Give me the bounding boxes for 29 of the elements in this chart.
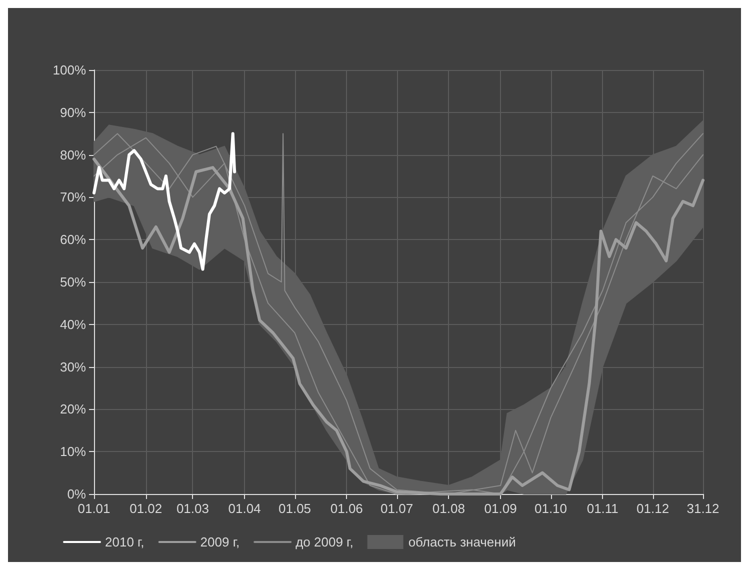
x-tick-label: 01.11 [586,501,618,516]
y-tick-label: 70% [60,190,86,205]
legend-label: 2010 г, [105,534,144,550]
y-tick-label: 40% [60,316,86,332]
y-tick-label: 90% [60,104,86,120]
legend-label: 2009 г, [200,534,240,550]
x-tick-label: 01.08 [432,501,465,516]
x-tick-label: 01.06 [330,501,363,516]
y-tick-label: 50% [60,274,86,290]
x-tick-label: 01.04 [228,501,261,516]
x-tick-label: 01.05 [278,501,312,516]
y-tick-label: 60% [60,232,86,248]
y-tick-label: 10% [60,444,86,460]
x-tick-label: 01.09 [484,501,517,516]
y-tick-label: 30% [60,359,86,374]
x-tick-label: 01.12 [636,501,670,516]
x-tick-label: 31.12 [686,501,720,516]
x-tick-label: 01.07 [380,501,414,516]
x-tick-label: 01.10 [534,501,568,516]
y-tick-label: 100% [52,62,86,78]
x-tick-label: 01.02 [130,501,162,516]
line-series [92,132,236,271]
legend-label: до 2009 г, [296,534,354,550]
y-tick-label: 20% [60,402,86,417]
y-tick-label: 80% [60,147,86,162]
legend-label: область значений [408,534,516,550]
x-tick-label: 01.03 [176,501,209,516]
x-tick-label: 01.01 [78,501,110,516]
y-tick-label: 0% [67,486,86,502]
